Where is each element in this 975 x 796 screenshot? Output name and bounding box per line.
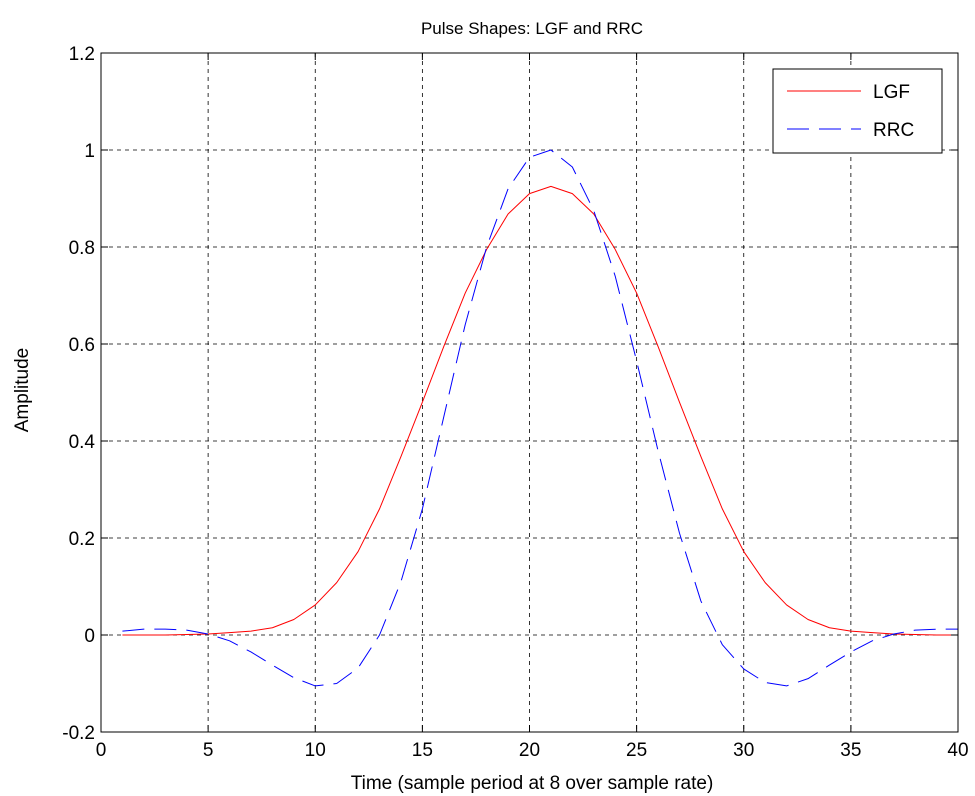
x-tick-label-0: 0 (96, 740, 107, 761)
y-tick-label-4: 0.6 (69, 335, 95, 356)
x-tick-label-4: 20 (519, 740, 540, 761)
legend: LGF RRC (772, 68, 943, 154)
x-tick-label-1: 5 (203, 740, 214, 761)
y-tick-label-3: 0.4 (69, 432, 96, 453)
x-tick-label-5: 25 (626, 740, 647, 761)
x-tick-label-8: 40 (947, 740, 968, 761)
x-tick-label-7: 35 (840, 740, 861, 761)
y-axis-label: Amplitude (12, 348, 33, 433)
legend-label-lgf: LGF (873, 82, 910, 103)
series-line-rrc (122, 149, 958, 687)
y-tick-label-5: 0.8 (69, 238, 95, 259)
y-tick-label-0: -0.2 (62, 723, 95, 744)
x-tick-label-2: 10 (305, 740, 326, 761)
grid-lines (101, 53, 958, 732)
y-tick-label-1: 0 (84, 626, 95, 647)
x-axis-label: Time (sample period at 8 over sample rat… (351, 773, 714, 794)
y-tick-label-2: 0.2 (69, 529, 95, 550)
x-tick-label-6: 30 (733, 740, 754, 761)
y-tick-label-7: 1.2 (69, 44, 95, 65)
legend-label-rrc: RRC (873, 120, 914, 141)
axis-ticks: 0 5 10 15 20 25 30 35 40-0.200.20.40.60.811.2 (62, 44, 968, 761)
x-tick-label-3: 15 (412, 740, 433, 761)
y-tick-label-6: 1 (84, 141, 95, 162)
series-line-lgf (122, 185, 958, 636)
legend-box (772, 68, 943, 154)
series-lines (122, 149, 958, 687)
chart-title: Pulse Shapes: LGF and RRC (421, 19, 643, 38)
